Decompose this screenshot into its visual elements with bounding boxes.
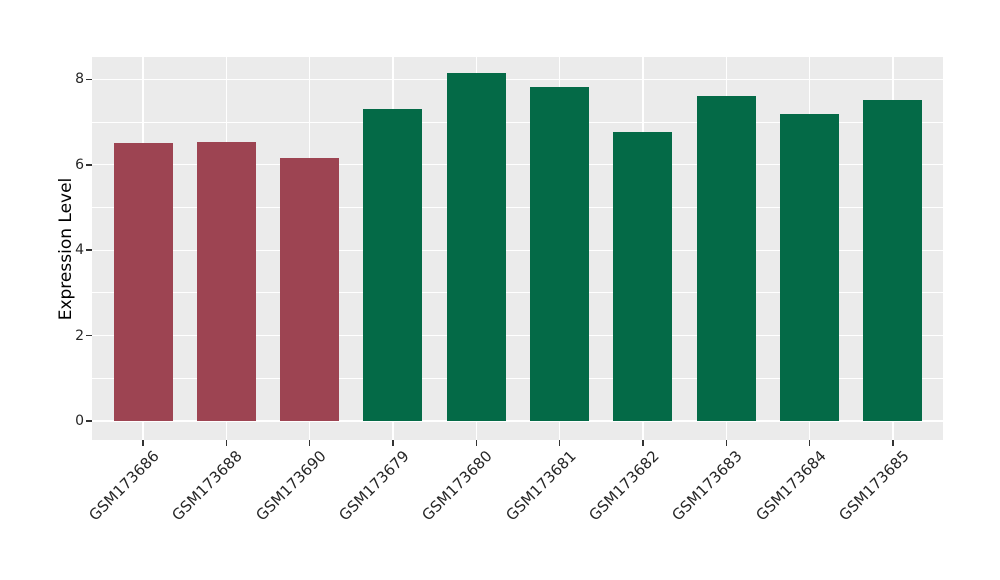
y-tick-mark <box>86 420 92 422</box>
gridline-minor <box>92 292 943 294</box>
gridline-major <box>92 334 943 337</box>
x-tick-mark <box>808 440 811 446</box>
bar-GSM173680 <box>446 73 506 421</box>
bar-GSM173684 <box>780 113 840 421</box>
bar-GSM173682 <box>613 131 673 421</box>
y-tick-mark <box>86 78 92 81</box>
x-tick-mark <box>475 440 478 446</box>
y-tick-label: 4 <box>75 242 84 259</box>
y-tick-mark <box>86 164 92 166</box>
gridline-major <box>92 78 943 81</box>
gridline-minor <box>92 121 943 123</box>
gridline-major <box>92 164 943 166</box>
x-tick-mark <box>308 440 311 446</box>
bar-GSM173685 <box>863 100 923 421</box>
gridline-minor <box>92 207 943 209</box>
bar-GSM173690 <box>280 158 340 421</box>
bar-GSM173688 <box>196 141 256 421</box>
bar-GSM173686 <box>113 143 173 421</box>
bar-GSM173683 <box>696 96 756 421</box>
x-tick-mark <box>642 440 644 446</box>
gridline-major <box>92 420 943 422</box>
y-tick-label: 0 <box>75 413 84 429</box>
bar-GSM173681 <box>530 86 590 421</box>
y-tick-mark <box>86 249 92 251</box>
x-tick-mark <box>225 440 228 446</box>
x-tick-mark <box>892 440 894 446</box>
bar-GSM173679 <box>363 109 423 421</box>
x-tick-mark <box>558 440 561 446</box>
gridline-major <box>92 249 943 251</box>
y-tick-label: 8 <box>75 71 84 88</box>
x-tick-mark <box>142 440 144 446</box>
y-tick-mark <box>86 334 92 337</box>
y-tick-label: 6 <box>75 156 84 173</box>
x-tick-mark <box>392 440 394 446</box>
x-tick-mark <box>725 440 728 446</box>
plot-panel <box>92 57 943 440</box>
y-tick-label: 2 <box>75 327 84 344</box>
gridline-minor <box>92 377 943 379</box>
